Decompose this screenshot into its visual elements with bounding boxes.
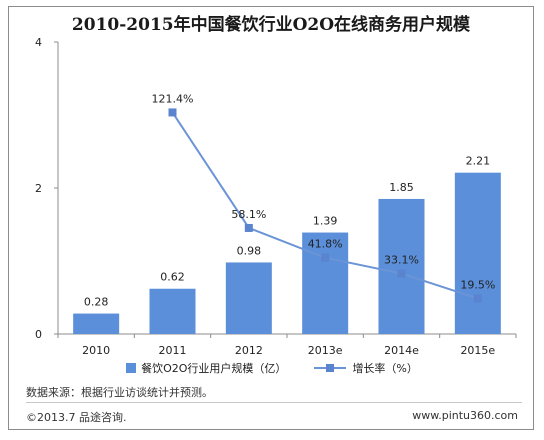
- bar: [454, 172, 501, 334]
- data-source-note: 数据来源：根据行业访谈统计并预测。: [26, 386, 213, 399]
- footer-divider: [26, 402, 522, 403]
- growth-rate-label: 58.1%: [231, 208, 266, 221]
- y-tick-label: 4: [35, 36, 42, 49]
- growth-rate-label: 19.5%: [460, 278, 495, 291]
- growth-rate-point: [321, 253, 330, 262]
- x-tick-label: 2015e: [460, 344, 495, 357]
- growth-rate-point: [168, 108, 177, 117]
- copyright-text: ©2013.7 品途咨询.: [26, 411, 127, 424]
- bar-value-label: 0.98: [237, 244, 262, 257]
- x-tick-label: 2010: [82, 344, 110, 357]
- x-tick-label: 2011: [159, 344, 187, 357]
- x-tick-label: 2013e: [308, 344, 343, 357]
- y-tick-label: 2: [35, 182, 42, 195]
- bar-value-label: 1.85: [389, 181, 414, 194]
- x-tick-label: 2012: [235, 344, 263, 357]
- x-tick-label: 2014e: [384, 344, 419, 357]
- growth-rate-label: 41.8%: [308, 238, 343, 251]
- bar: [73, 313, 120, 334]
- legend-bar-swatch: [126, 363, 137, 373]
- bar-value-label: 1.39: [313, 215, 338, 228]
- growth-rate-point: [473, 294, 482, 303]
- bar-value-label: 2.21: [466, 155, 491, 168]
- bar: [149, 288, 196, 334]
- growth-rate-point: [397, 269, 406, 278]
- bar: [302, 232, 349, 334]
- chart-title: 2010-2015年中国餐饮行业O2O在线商务用户规模: [71, 15, 471, 35]
- legend-bar-label: 餐饮O2O行业用户规模（亿）: [141, 362, 287, 375]
- website-link[interactable]: www.pintu360.com: [412, 409, 518, 422]
- legend-item-bar: 餐饮O2O行业用户规模（亿）: [126, 360, 286, 376]
- legend-line-swatch: [314, 363, 347, 373]
- bar: [225, 262, 272, 334]
- bar-value-label: 0.62: [160, 271, 185, 284]
- growth-rate-point: [244, 223, 253, 232]
- growth-rate-label: 121.4%: [152, 92, 194, 105]
- legend-item-line: 增长率（%）: [314, 360, 418, 376]
- chart-frame: [8, 6, 534, 430]
- bar: [378, 198, 425, 334]
- bar-value-label: 0.28: [84, 296, 109, 309]
- y-tick-label: 0: [35, 328, 42, 341]
- legend-line-label: 增长率（%）: [352, 362, 418, 375]
- legend: 餐饮O2O行业用户规模（亿） 增长率（%）: [0, 360, 544, 376]
- growth-rate-label: 33.1%: [384, 254, 419, 267]
